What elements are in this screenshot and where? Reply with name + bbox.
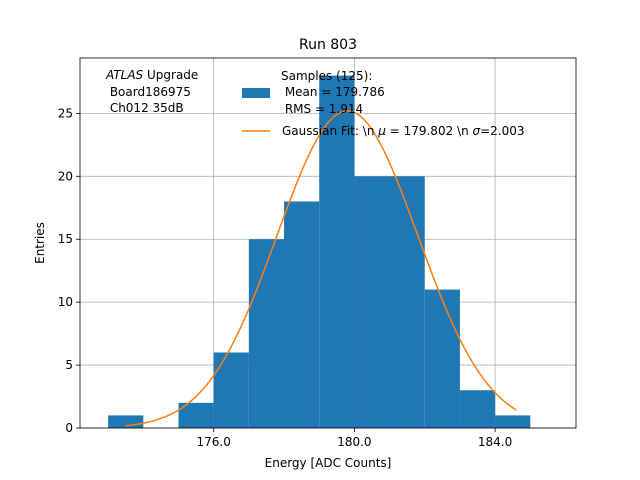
x-tick-label: 184.0 xyxy=(478,435,512,449)
histogram-bar xyxy=(284,201,320,428)
y-tick-label: 0 xyxy=(65,421,73,435)
histogram-bar xyxy=(248,239,285,428)
legend-hist-line-3: RMS = 1.914 xyxy=(281,102,363,116)
legend-fit-mu-value: = 179.802 \n xyxy=(386,124,473,138)
legend-histogram-swatch xyxy=(242,88,270,98)
x-axis-label: Energy [ADC Counts] xyxy=(265,456,392,470)
chart-title: Run 803 xyxy=(299,37,357,53)
histogram-bar xyxy=(389,176,425,428)
legend-fit-mu-symbol: μ xyxy=(377,124,386,138)
annotation-upgrade-text: Upgrade xyxy=(143,68,198,82)
axis-ticks: 176.0 180.0 184.0 0 5 10 15 20 25 xyxy=(58,106,513,449)
annotation-atlas-word: ATLAS xyxy=(105,68,144,82)
histogram-bars xyxy=(108,75,531,428)
histogram-bar xyxy=(495,415,531,428)
y-axis-label: Entries xyxy=(33,222,47,264)
x-tick-label: 180.0 xyxy=(337,435,371,449)
y-tick-label: 10 xyxy=(58,295,73,309)
histogram-bar xyxy=(319,75,355,428)
histogram-bar xyxy=(459,390,496,428)
histogram-bar xyxy=(354,176,390,428)
x-tick-label: 176.0 xyxy=(196,435,230,449)
histogram-bar xyxy=(424,289,460,428)
legend-fit-sigma-symbol: σ xyxy=(473,124,481,138)
legend-fit-sigma-value: =2.003 xyxy=(480,124,524,138)
histogram-bar xyxy=(213,352,249,428)
legend-hist-line-1: Samples (125): xyxy=(281,69,372,83)
y-tick-label: 25 xyxy=(58,106,73,120)
annotation-line-3: Ch012 35dB xyxy=(106,101,184,115)
annotation-line-2: Board186975 xyxy=(106,85,191,99)
plot-frame xyxy=(79,57,577,429)
histogram-bar xyxy=(108,415,144,428)
legend-fit-label: Gaussian Fit: \n μ = 179.802 \n σ=2.003 xyxy=(282,124,525,138)
y-tick-label: 20 xyxy=(58,169,73,183)
legend-hist-line-2: Mean = 179.786 xyxy=(281,85,385,99)
gaussian-fit-curve xyxy=(125,110,517,427)
annotation-line-1: ATLAS Upgrade xyxy=(105,68,198,82)
y-tick-label: 15 xyxy=(58,232,73,246)
y-tick-label: 5 xyxy=(65,358,73,372)
atlas-annotation: ATLAS Upgrade Board186975 Ch012 35dB xyxy=(105,68,198,115)
legend-fit-prefix: Gaussian Fit: \n xyxy=(282,124,378,138)
legend: Samples (125): Mean = 179.786 RMS = 1.91… xyxy=(242,69,525,138)
